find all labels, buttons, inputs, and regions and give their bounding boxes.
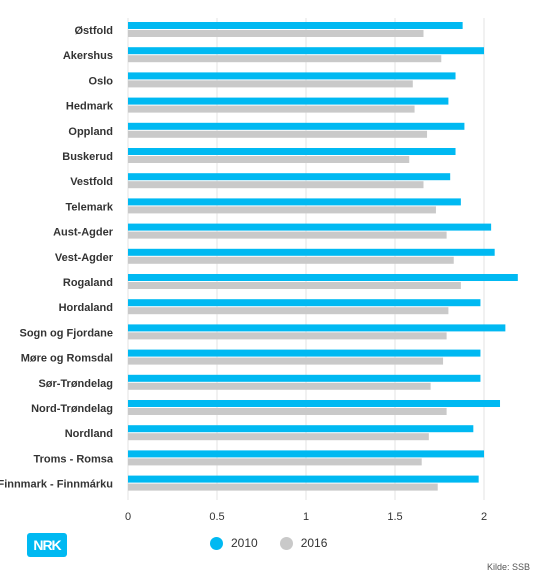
bar-2010-16 bbox=[128, 425, 474, 433]
category-label-14: Sør-Trøndelag bbox=[38, 378, 113, 390]
bar-2016-12 bbox=[128, 332, 447, 340]
bar-2016-3 bbox=[128, 105, 415, 113]
x-tick-labels: 0 0.5 1 1.5 2 bbox=[125, 511, 487, 523]
category-label-7: Telemark bbox=[66, 201, 114, 213]
category-label-15: Nord-Trøndelag bbox=[31, 403, 113, 415]
bar-2010-15 bbox=[128, 400, 501, 407]
category-label-16: Nordland bbox=[65, 428, 113, 440]
x-tick-4: 2 bbox=[481, 511, 487, 523]
bar-2010-6 bbox=[128, 173, 451, 181]
bars bbox=[128, 22, 518, 491]
bar-2016-8 bbox=[128, 231, 447, 239]
bar-2010-18 bbox=[128, 475, 479, 483]
source-note: Kilde: SSB bbox=[486, 562, 530, 572]
bar-2010-8 bbox=[128, 223, 492, 231]
category-label-11: Hordaland bbox=[59, 302, 113, 314]
category-label-3: Hedmark bbox=[66, 101, 114, 113]
bar-2016-10 bbox=[128, 282, 461, 289]
category-label-9: Vest-Agder bbox=[55, 252, 114, 264]
bar-2010-12 bbox=[128, 324, 506, 332]
category-label-2: Oslo bbox=[89, 75, 114, 87]
bar-2016-4 bbox=[128, 130, 428, 138]
bar-2016-11 bbox=[128, 307, 449, 315]
legend-dot-2016 bbox=[279, 536, 293, 550]
bar-2016-9 bbox=[128, 256, 454, 264]
bar-2016-14 bbox=[128, 382, 431, 390]
x-tick-0: 0 bbox=[125, 511, 131, 523]
category-label-6: Vestfold bbox=[70, 176, 113, 188]
legend-label-2010: 2010 bbox=[231, 536, 258, 550]
bar-2016-0 bbox=[128, 30, 424, 37]
category-label-13: Møre og Romsdal bbox=[21, 353, 113, 365]
legend-label-2016: 2016 bbox=[300, 536, 328, 550]
x-tick-1: 0.5 bbox=[209, 511, 224, 523]
bar-2016-7 bbox=[128, 206, 436, 214]
bar-2010-9 bbox=[128, 248, 495, 256]
category-label-4: Oppland bbox=[68, 126, 113, 138]
bar-2016-13 bbox=[128, 357, 444, 365]
category-label-1: Akershus bbox=[63, 50, 113, 62]
bar-2010-2 bbox=[128, 72, 456, 80]
category-label-12: Sogn og Fjordane bbox=[20, 327, 114, 339]
category-label-18: Finnmark - Finnmárku bbox=[0, 479, 113, 491]
bar-2010-0 bbox=[128, 22, 463, 29]
bar-2010-7 bbox=[128, 198, 461, 206]
bar-2010-17 bbox=[128, 450, 484, 458]
bar-2016-16 bbox=[128, 433, 429, 441]
bar-2010-1 bbox=[128, 47, 484, 55]
bar-2016-1 bbox=[128, 55, 442, 63]
x-tick-2: 1 bbox=[303, 511, 309, 523]
category-label-17: Troms - Romsa bbox=[34, 453, 114, 465]
legend: 2010 2016 bbox=[210, 536, 327, 550]
bar-2010-10 bbox=[128, 274, 518, 281]
bar-2010-5 bbox=[128, 148, 456, 155]
bar-2010-3 bbox=[128, 97, 449, 105]
bar-2010-4 bbox=[128, 122, 465, 130]
bar-2016-5 bbox=[128, 156, 410, 163]
bar-2016-17 bbox=[128, 458, 422, 466]
legend-dot-2010 bbox=[210, 536, 223, 550]
bar-2010-14 bbox=[128, 374, 481, 382]
bar-chart: Østfold Akershus Oslo Hedmark Oppland Buskeru… bbox=[0, 18, 518, 523]
category-label-0: Østfold bbox=[75, 25, 114, 37]
bar-2016-2 bbox=[128, 80, 413, 88]
category-label-10: Rogaland bbox=[63, 277, 113, 289]
bar-2016-15 bbox=[128, 408, 447, 415]
bar-2016-6 bbox=[128, 181, 424, 189]
bar-2016-18 bbox=[128, 483, 438, 491]
bar-2010-11 bbox=[128, 299, 481, 307]
bar-2010-13 bbox=[128, 349, 481, 357]
category-label-5: Buskerud bbox=[62, 151, 113, 163]
category-label-8: Aust-Agder bbox=[53, 227, 114, 239]
legend-item-2010: 2010 bbox=[210, 536, 258, 550]
nrk-logo: NRK bbox=[27, 533, 67, 557]
category-labels: Østfold Akershus Oslo Hedmark Oppland Buskeru… bbox=[0, 25, 114, 491]
legend-item-2016: 2016 bbox=[279, 536, 328, 550]
x-tick-3: 1.5 bbox=[387, 511, 402, 523]
